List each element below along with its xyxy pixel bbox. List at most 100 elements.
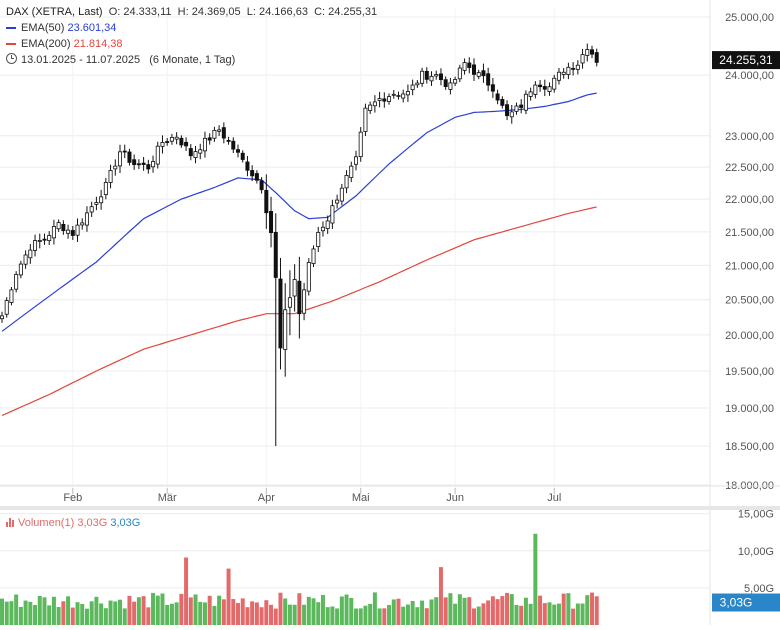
candle-body [363,107,368,132]
candle-body [434,74,439,77]
candle-body [349,165,354,178]
volume-bar [207,595,212,625]
price-tick-label: 22.000,00 [725,194,774,206]
volume-last-tag [712,593,780,612]
ema50-label: EMA(50) [21,22,65,34]
candle-body [51,225,56,239]
volume-bar [339,596,344,625]
volume-bar [245,607,250,625]
volume-bar [56,606,61,625]
price-tick-label: 21.500,00 [725,227,774,239]
candle-body [509,111,514,118]
price-tick-label: 18.500,00 [725,441,774,453]
volume-tick-label: 15,00G [738,509,774,521]
candle-body [14,273,19,290]
candle-body [151,161,156,168]
volume-bar [594,596,599,625]
candle-body [538,84,543,88]
candle-body [33,240,38,251]
volume-bar [481,603,486,625]
candle-body [70,230,75,236]
candle-body [259,180,264,191]
volume-bar [344,594,349,625]
candle-body [141,162,146,165]
ema50-line [1,92,597,332]
volume-label: Volumen(1) [18,517,75,529]
price-tick-label: 20.500,00 [725,295,774,307]
volume-legend[interactable]: Volumen(1) 3,03G 3,03G [6,516,140,531]
volume-bar [240,598,245,625]
ema200-legend[interactable]: EMA(200) 21.814,38 [6,37,123,51]
candle-body [122,150,127,153]
volume-bar [349,597,354,625]
volume-bar [37,595,42,625]
volume-bar [184,557,189,625]
candle-body [353,156,358,165]
candle-body [542,86,547,90]
candle-body [486,73,491,86]
candle-body [391,93,396,96]
volume-bar [514,604,519,625]
volume-bar [89,601,94,625]
volume-bar [420,600,425,625]
candle-body [575,64,580,70]
volume-bar [500,596,505,625]
volume-bar [212,605,217,625]
candle-body [212,130,217,139]
candle-body [377,98,382,101]
candle-body [132,159,137,166]
candle-body [37,240,42,242]
candle-body [47,235,52,241]
candle-body [103,182,108,196]
candle-body [467,62,472,68]
candle-body [226,140,231,142]
price-tick-label: 23.000,00 [725,131,774,143]
volume-bar [217,595,222,625]
candle-body [561,71,566,75]
volume-bar [486,600,491,625]
volume-bar [33,605,38,625]
clock-icon [6,53,17,64]
volume-bar [457,594,462,625]
candle-body [235,149,240,153]
open-label: O: [108,6,121,18]
candle-body [556,71,561,81]
volume-bar [297,593,302,625]
volume-bar [580,603,585,625]
volume-bar [519,605,524,625]
candle-body [514,105,519,112]
candle-body [169,137,174,142]
volume-value-blue: 3,03G [110,517,141,529]
volume-bar [127,595,132,625]
volume-bar [174,602,179,625]
candle-body [335,199,340,204]
volume-bar [80,604,85,625]
volume-bar [542,603,547,625]
last-price-value: 24.255,31 [719,53,773,67]
candle-body [490,84,495,92]
candle-body [278,278,283,349]
volume-bar [108,600,113,625]
volume-bar [0,598,4,625]
candle-body [179,137,184,146]
volume-bar [391,599,396,625]
volume-bar [155,595,160,625]
volume-icon [6,517,14,531]
candle-body [457,67,462,80]
price-tick-label: 20.000,00 [725,330,774,342]
volume-bar [169,603,174,625]
volume-bar [415,607,420,625]
high-value: 24.369,05 [191,6,241,18]
candle-body [18,263,23,276]
candle-body [320,226,325,232]
volume-bar [103,608,108,625]
ema50-legend[interactable]: EMA(50) 23.601,34 [6,21,116,35]
candle-body [387,96,392,102]
candle-body [424,70,429,80]
volume-bar [132,601,137,625]
candle-body [245,161,250,171]
low-value: 24.166,63 [259,6,308,18]
candle-body [66,229,71,234]
candle-body [240,152,245,160]
